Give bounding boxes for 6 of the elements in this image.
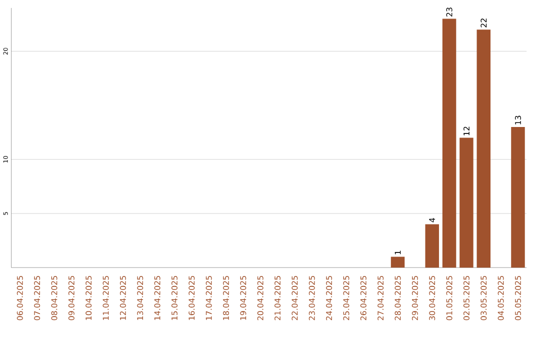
- bar: [442, 18, 456, 268]
- bar: [390, 256, 405, 268]
- bar: [476, 30, 491, 268]
- bar: [460, 138, 474, 268]
- bar: [511, 126, 525, 268]
- bar: [425, 224, 439, 268]
